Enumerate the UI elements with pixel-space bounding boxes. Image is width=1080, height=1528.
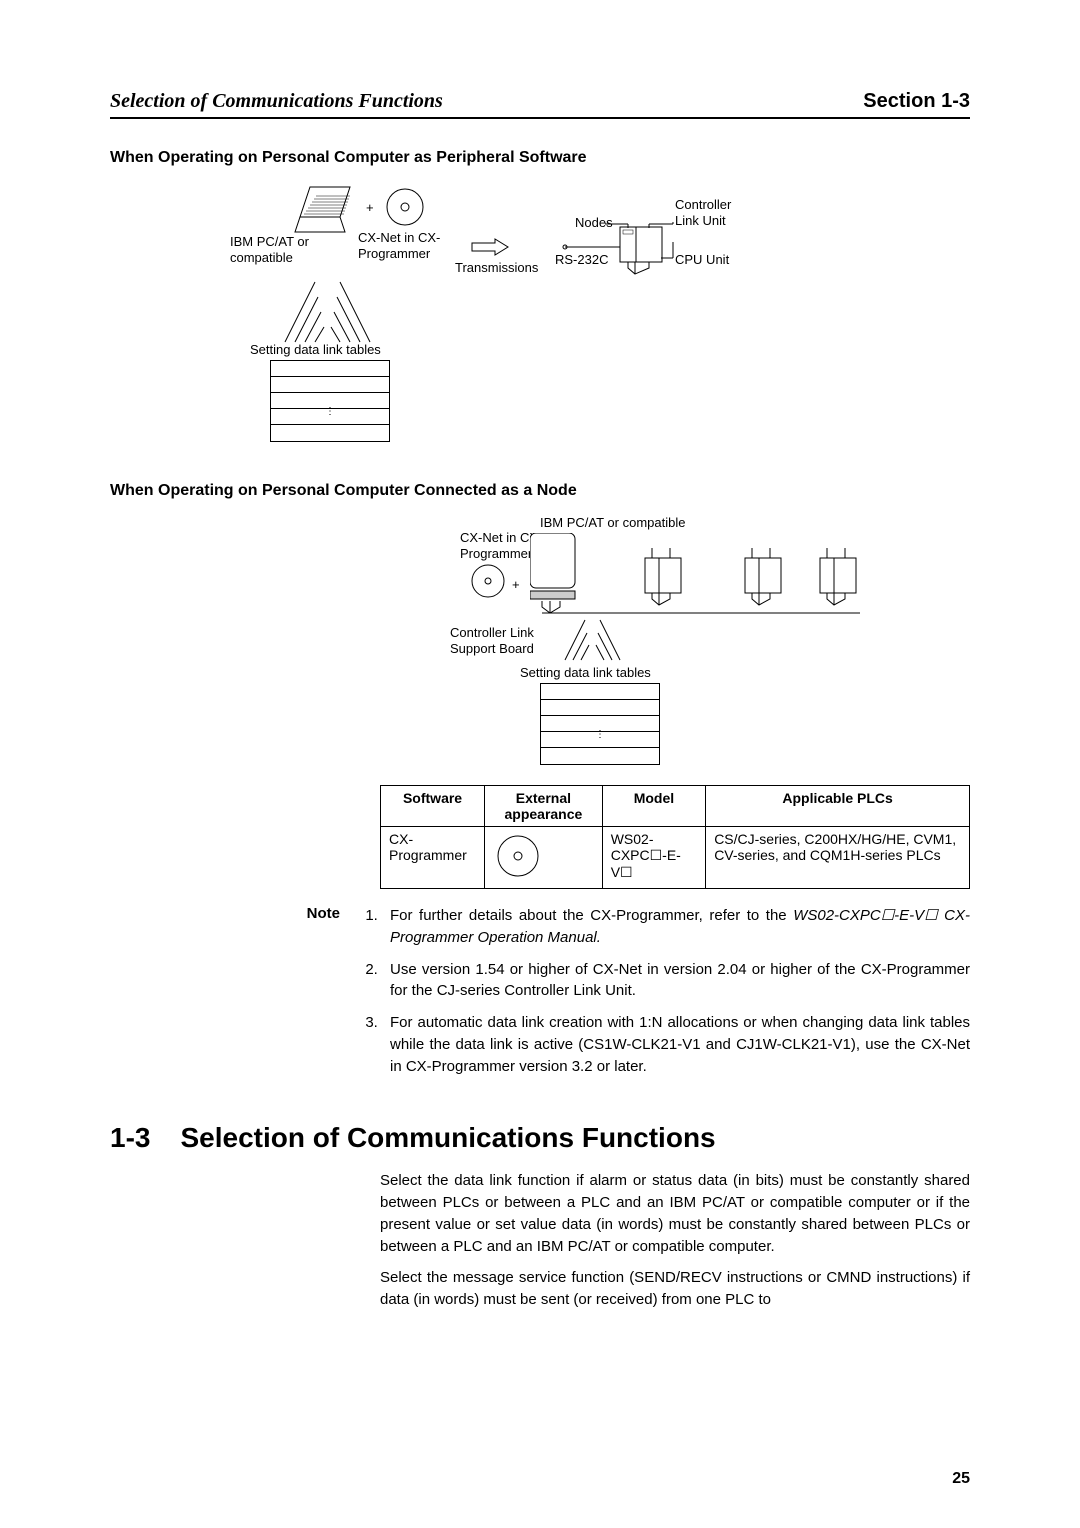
th-model: Model <box>602 786 705 827</box>
network-line <box>530 533 890 623</box>
label-ibm2: IBM PC/AT or compatible <box>540 515 685 531</box>
th-plcs: Applicable PLCs <box>706 786 970 827</box>
para-2: Select the message service function (SEN… <box>380 1267 970 1311</box>
plus-sign-2: + <box>512 577 520 593</box>
label-board: Controller Link Support Board <box>450 625 560 656</box>
label-ibm: IBM PC/AT or compatible <box>230 234 350 265</box>
laptop-icon <box>290 182 360 237</box>
section-num: 1-3 <box>110 1122 150 1153</box>
spread-lines <box>270 272 390 352</box>
spread-lines-2 <box>555 615 635 665</box>
cell-model: WS02-CXPC☐-E-V☐ <box>602 827 705 889</box>
label-cxnet: CX-Net in CX-Programmer <box>358 230 468 261</box>
note-list: For further details about the CX-Program… <box>360 905 970 1087</box>
software-table: Software External appearance Model Appli… <box>380 785 970 889</box>
plc-unit-icon <box>550 222 750 277</box>
header-title: Selection of Communications Functions <box>110 90 443 113</box>
table-row: CX-Programmer WS02-CXPC☐-E-V☐ CS/CJ-seri… <box>381 827 970 889</box>
note-item-2: Use version 1.54 or higher of CX-Net in … <box>382 959 970 1003</box>
page-number: 25 <box>952 1470 970 1488</box>
th-appearance: External appearance <box>485 786 603 827</box>
cell-software: CX-Programmer <box>381 827 485 889</box>
page-header: Selection of Communications Functions Se… <box>110 90 970 119</box>
th-software: Software <box>381 786 485 827</box>
note-block: Note For further details about the CX-Pr… <box>290 905 970 1087</box>
arrow-icon <box>470 237 510 257</box>
label-trans: Transmissions <box>455 260 538 276</box>
note-label: Note <box>290 905 360 1087</box>
subheading-1: When Operating on Personal Computer as P… <box>110 149 970 167</box>
datalink-table-icon-2: ⋮ <box>540 683 660 765</box>
cd-icon <box>385 187 425 227</box>
plus-sign: + <box>366 200 374 216</box>
note-item-1: For further details about the CX-Program… <box>382 905 970 949</box>
label-setting-2: Setting data link tables <box>520 665 651 681</box>
cd-icon-table <box>493 831 543 881</box>
para-1: Select the data link function if alarm o… <box>380 1170 970 1257</box>
cd-icon-2 <box>470 563 506 599</box>
section-title: 1-3 Selection of Communications Functions <box>110 1122 970 1154</box>
datalink-table-icon: ⋮ <box>270 360 390 442</box>
diagram-peripheral: IBM PC/AT or compatible + CX-Net in CX-P… <box>230 182 930 452</box>
section-label: Section 1-3 <box>863 90 970 113</box>
cell-appearance <box>485 827 603 889</box>
note-item-3: For automatic data link creation with 1:… <box>382 1012 970 1077</box>
diagram-node: IBM PC/AT or compatible CX-Net in CX-Pro… <box>370 515 920 775</box>
subheading-2: When Operating on Personal Computer Conn… <box>110 482 970 500</box>
section-name: Selection of Communications Functions <box>180 1122 715 1153</box>
label-setting: Setting data link tables <box>250 342 381 358</box>
cell-plcs: CS/CJ-series, C200HX/HG/HE, CVM1, CV-ser… <box>706 827 970 889</box>
